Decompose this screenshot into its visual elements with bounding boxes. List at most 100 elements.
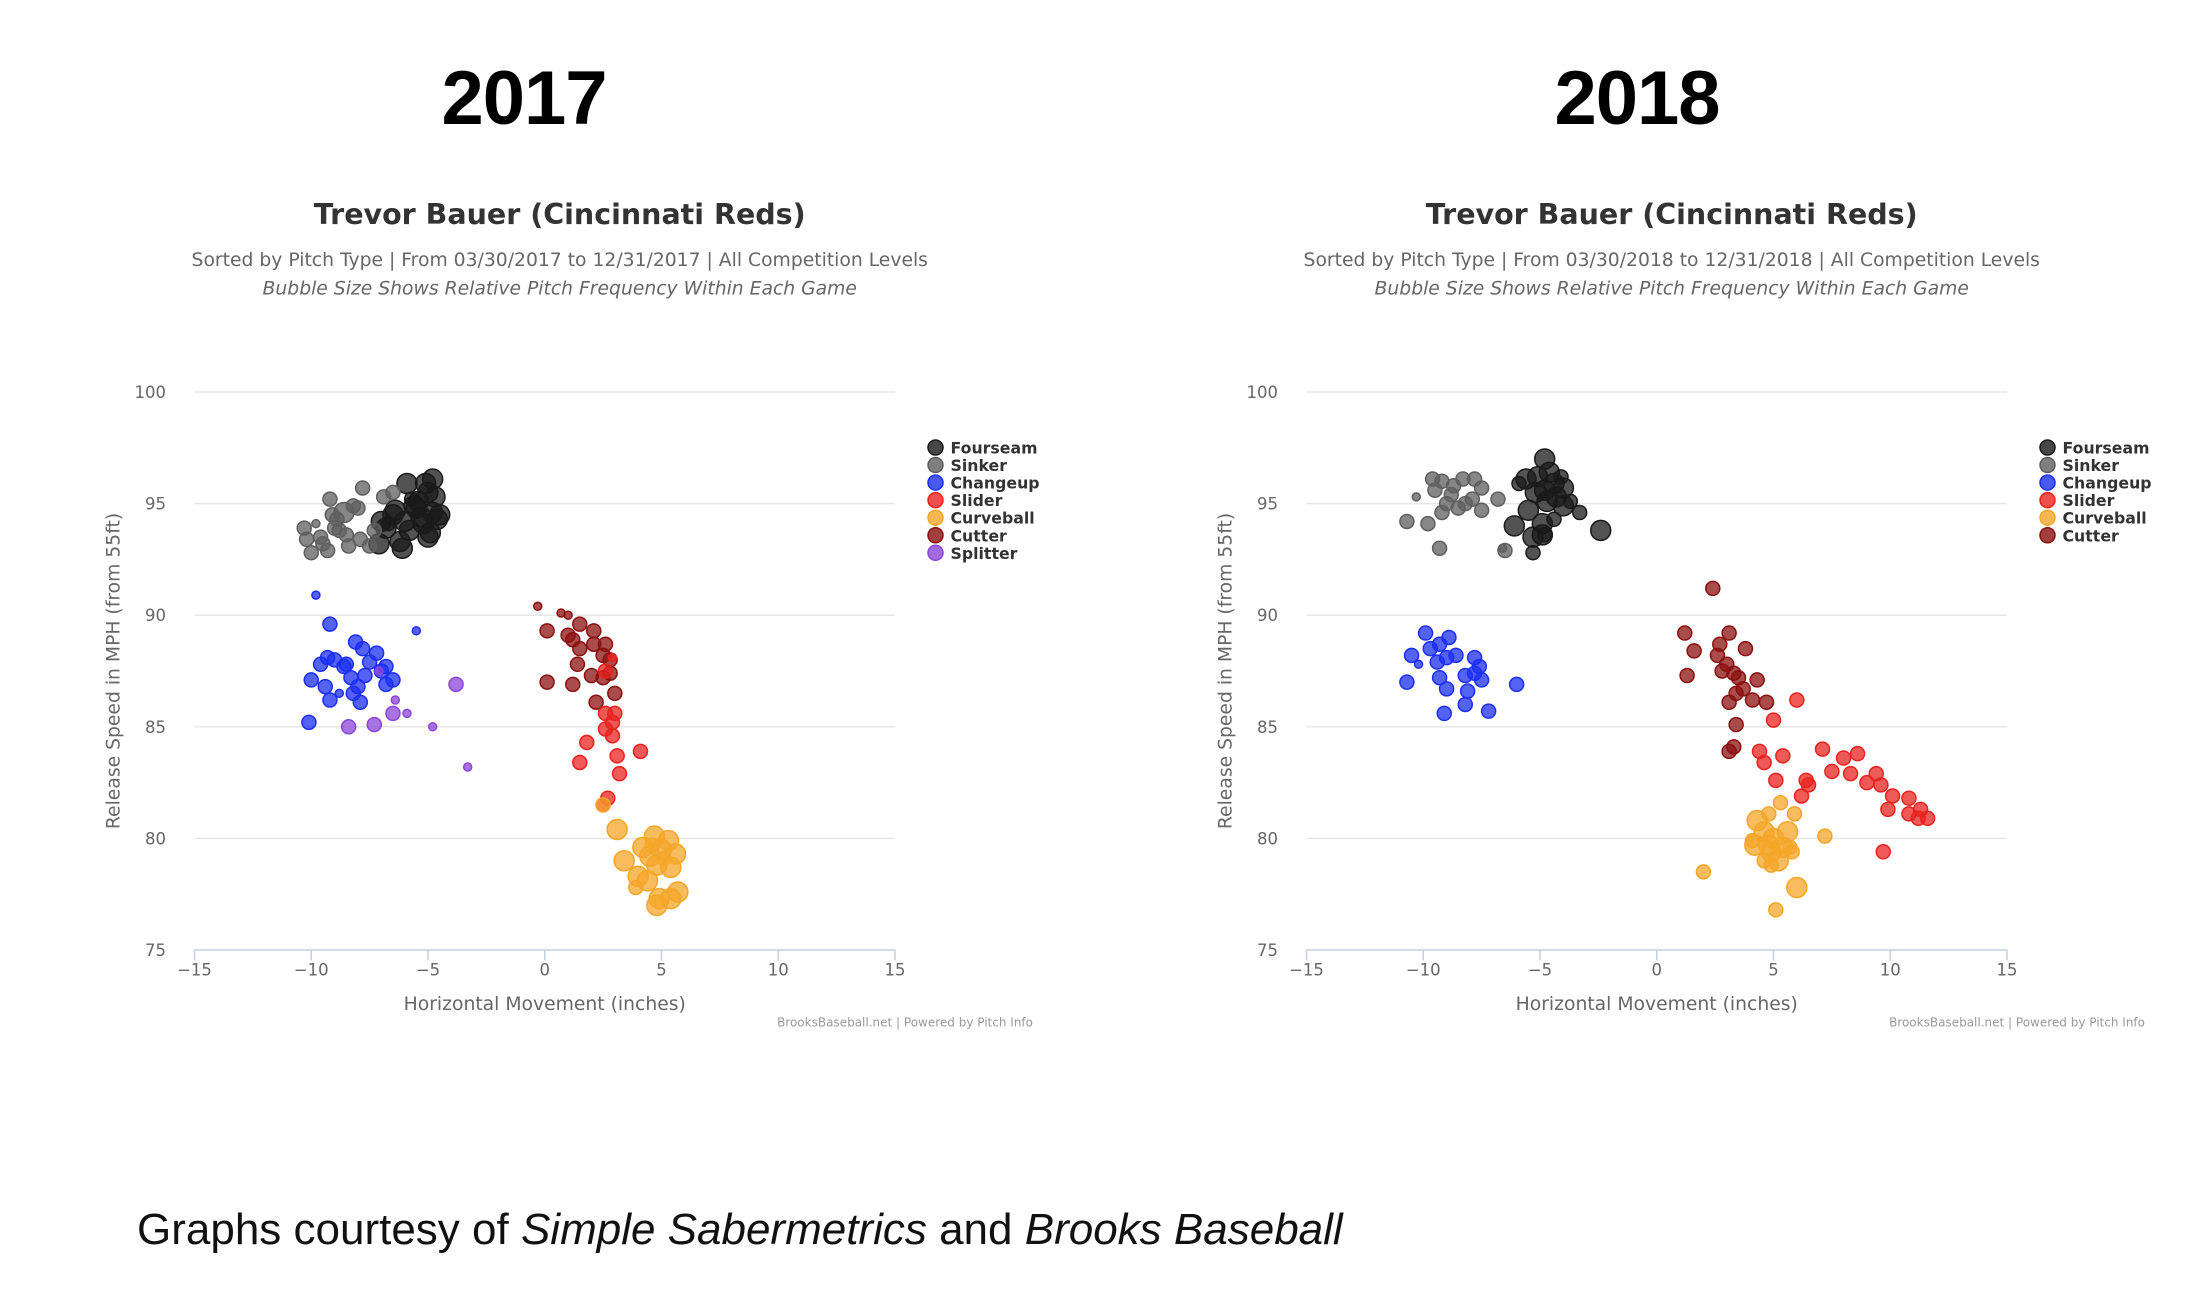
- sinker-point: [352, 531, 369, 548]
- changeup-point: [357, 667, 373, 684]
- curveball-point: [606, 818, 628, 841]
- sinker-point: [1473, 502, 1490, 519]
- changeup-point: [1457, 696, 1474, 713]
- credit-joiner: and: [926, 1205, 1025, 1254]
- legend-marker: [927, 491, 944, 509]
- changeup-point: [1438, 681, 1455, 697]
- legend-item-cutter: Cutter: [927, 526, 1007, 545]
- curveball-point: [1772, 794, 1789, 811]
- changeup-point: [311, 590, 321, 600]
- chart-subtitle: Sorted by Pitch Type | From 03/30/2017 t…: [192, 250, 928, 271]
- cutter-point: [1709, 647, 1726, 664]
- year-heading-2017: 2017: [441, 56, 607, 141]
- curveball-point: [1763, 857, 1779, 873]
- slider-point: [1768, 772, 1784, 789]
- curveball-point: [628, 879, 644, 896]
- legend-label: Sinker: [2063, 456, 2120, 475]
- x-axis-title: Horizontal Movement (inches): [404, 994, 686, 1015]
- legend-item-slider: Slider: [2039, 491, 2115, 510]
- cutter-point: [572, 616, 588, 632]
- legend-item-cutter: Cutter: [2039, 526, 2120, 545]
- fourseam-point: [1511, 475, 1527, 492]
- legend-item-fourseam: Fourseam: [927, 439, 1038, 458]
- changeup-point: [1459, 683, 1476, 699]
- legend-marker: [927, 509, 944, 526]
- slider-point: [1765, 712, 1782, 728]
- changeup-point: [411, 626, 422, 636]
- sinker-point: [1473, 480, 1490, 496]
- legend-label: Cutter: [2063, 526, 2120, 545]
- curveball-point: [1784, 844, 1800, 860]
- fourseam-point: [380, 515, 397, 532]
- splitter-point: [385, 705, 401, 722]
- fourseam-point: [384, 499, 407, 522]
- x-axis-title: Horizontal Movement (inches): [1516, 994, 1798, 1015]
- x-tick-label: −15: [177, 961, 212, 980]
- cutter-point: [569, 656, 586, 673]
- legend-label: Sinker: [951, 456, 1008, 475]
- chart-body: Trevor Bauer (Cincinnati Reds) Sorted by …: [104, 198, 1040, 1030]
- cutter-point: [563, 610, 573, 620]
- x-tick-label: −15: [1289, 961, 1324, 980]
- legend-label: Slider: [951, 491, 1003, 510]
- cutter-point: [1686, 643, 1702, 659]
- y-tick-label: 95: [145, 495, 166, 514]
- legend-marker: [927, 474, 944, 491]
- x-tick-label: 5: [1768, 961, 1779, 980]
- series-curveball: [595, 797, 689, 917]
- changeup-point: [361, 654, 378, 670]
- sinker-point: [366, 522, 383, 539]
- fourseam-point: [1553, 469, 1569, 485]
- fourseam-point: [391, 537, 414, 559]
- x-tick-label: 15: [1997, 961, 2018, 980]
- cutter-point: [572, 640, 588, 657]
- legend-item-changeup: Changeup: [927, 474, 1040, 493]
- x-tick-label: 5: [656, 961, 667, 980]
- sinker-point: [385, 484, 401, 501]
- legend-marker: [2039, 527, 2056, 544]
- changeup-point: [1473, 672, 1490, 688]
- x-tick-label: 15: [885, 961, 906, 980]
- slider-point: [1880, 801, 1896, 818]
- credit-source-simple-sabermetrics: Simple Sabermetrics: [520, 1205, 927, 1254]
- chart-title: Trevor Bauer (Cincinnati Reds): [314, 198, 806, 231]
- y-tick-label: 100: [1247, 383, 1279, 402]
- scatter-chart-2018: Trevor Bauer (Cincinnati Reds) Sorted by …: [1216, 198, 2152, 1030]
- splitter-point: [390, 695, 401, 705]
- slider-point: [607, 705, 623, 722]
- fourseam-point: [421, 468, 444, 490]
- fourseam-point: [417, 526, 439, 548]
- cutter-point: [1744, 692, 1761, 708]
- legend-item-sinker: Sinker: [2039, 456, 2120, 475]
- changeup-point: [336, 658, 352, 675]
- legend-item-changeup: Changeup: [2039, 474, 2152, 493]
- changeup-point: [1413, 659, 1424, 670]
- fourseam-point: [1571, 504, 1588, 521]
- slider-point: [1775, 748, 1791, 764]
- slider-point: [597, 663, 614, 679]
- curveball-point: [1786, 806, 1803, 822]
- series-sinker: [296, 480, 401, 561]
- legend-label: Splitter: [951, 544, 1018, 563]
- slider-point: [607, 652, 618, 663]
- y-axis-title: Release Speed in MPH (from 55ft): [104, 513, 125, 829]
- scatter-chart-2017: Trevor Bauer (Cincinnati Reds) Sorted by …: [104, 198, 1040, 1030]
- changeup-point: [1429, 654, 1446, 670]
- cutter-point: [1677, 625, 1693, 641]
- series-slider: [1751, 692, 1936, 860]
- x-tick-label: −5: [416, 961, 440, 980]
- curveball-point: [1744, 832, 1761, 849]
- curveball-point: [1768, 902, 1784, 918]
- sinker-point: [1411, 492, 1421, 502]
- sinker-point: [1427, 482, 1443, 498]
- slider-point: [1842, 765, 1859, 782]
- x-tick-label: 0: [1652, 961, 1663, 980]
- x-tick-label: −5: [1528, 961, 1552, 980]
- sinker-point: [312, 529, 329, 545]
- sinker-point: [1450, 500, 1467, 516]
- legend-marker: [2039, 439, 2056, 456]
- changeup-point: [385, 672, 401, 688]
- curveball-point: [595, 797, 611, 813]
- cutter-point: [1705, 580, 1721, 597]
- chart-body: Trevor Bauer (Cincinnati Reds) Sorted by …: [1216, 198, 2152, 1030]
